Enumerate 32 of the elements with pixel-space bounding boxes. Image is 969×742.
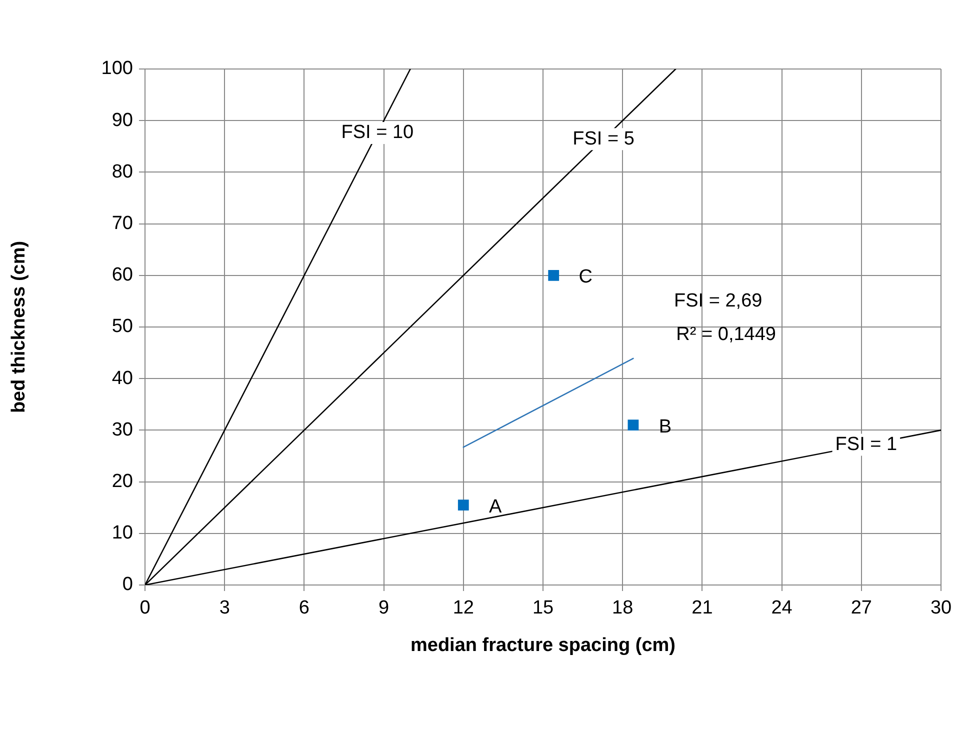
x-tick-label: 3 <box>219 598 230 619</box>
annotation: C <box>578 266 592 288</box>
y-tick-label: 60 <box>112 264 133 286</box>
series-label: FSI = 10 <box>341 122 414 144</box>
annotation: FSI = 2,69 <box>674 290 762 312</box>
x-axis-title: median fracture spacing (cm) <box>410 634 676 656</box>
annotation: A <box>489 496 502 518</box>
y-tick-label: 30 <box>112 419 133 440</box>
y-tick-label: 70 <box>112 213 133 234</box>
y-tick-label: 100 <box>101 58 133 80</box>
x-tick-label: 12 <box>452 598 474 619</box>
y-tick-label: 50 <box>112 316 133 338</box>
series-label: FSI = 1 <box>835 434 898 455</box>
x-tick-label: 6 <box>298 598 310 619</box>
annotation: B <box>658 416 672 438</box>
y-tick-label: 40 <box>112 368 133 389</box>
y-tick-label: 0 <box>122 574 133 596</box>
series-label: FSI = 5 <box>572 128 634 150</box>
x-tick-label: 27 <box>850 598 872 619</box>
x-tick-label: 24 <box>771 598 793 619</box>
y-tick-label: 80 <box>112 161 133 182</box>
x-tick-label: 21 <box>692 598 713 619</box>
y-tick-label: 10 <box>112 522 133 544</box>
x-tick-label: 9 <box>378 598 390 619</box>
y-tick-label: 20 <box>112 471 133 492</box>
y-tick-label: 90 <box>112 110 133 131</box>
x-tick-label: 0 <box>140 598 150 619</box>
x-tick-label: 18 <box>612 598 634 619</box>
x-tick-label: 15 <box>532 598 554 619</box>
x-tick-label: 30 <box>930 598 952 619</box>
annotation: R² = 0,1449 <box>676 324 776 345</box>
y-axis-title: bed thickness (cm) <box>8 240 30 414</box>
